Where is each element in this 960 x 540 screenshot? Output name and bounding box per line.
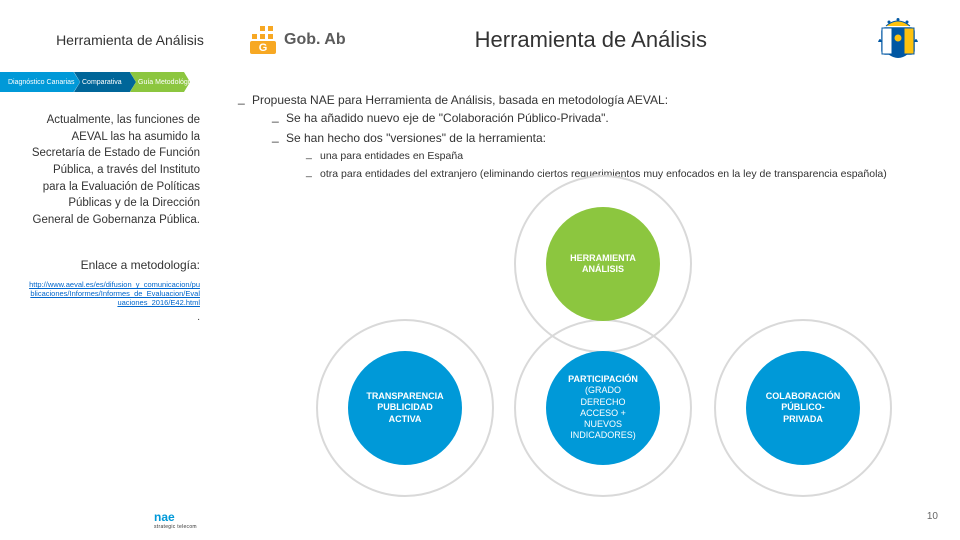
- nae-logo-sub: strategic telecom: [154, 524, 197, 530]
- sidebar-dot: .: [28, 311, 200, 326]
- tab-guia[interactable]: Guía Metodológica: [130, 72, 190, 92]
- bullet-1a: Se ha añadido nuevo eje de "Colaboración…: [272, 110, 930, 126]
- methodology-link[interactable]: http://www.aeval.es/es/difusion_y_comuni…: [28, 280, 200, 307]
- tab-label: Comparativa: [82, 79, 122, 86]
- circle-label: TRANSPARENCIA: [366, 391, 443, 402]
- tab-comparativa[interactable]: Comparativa: [74, 72, 136, 92]
- circle-label: ACCESO +: [580, 408, 626, 419]
- left-title: Herramienta de Análisis: [40, 32, 220, 48]
- main-content: Propuesta NAE para Herramienta de Anális…: [220, 92, 940, 475]
- breadcrumb-tabs: Diagnóstico Canarias Comparativa Guía Me…: [0, 72, 960, 92]
- body: Actualmente, las funciones de AEVAL las …: [0, 92, 960, 475]
- sidebar-link-heading: Enlace a metodología:: [28, 257, 200, 274]
- bullet-text: Se han hecho dos "versiones" de la herra…: [286, 131, 546, 145]
- tab-label: Guía Metodológica: [138, 79, 197, 86]
- circle-label: ANÁLISIS: [582, 264, 624, 275]
- circle-participacion: PARTICIPACIÓN (GRADO DERECHO ACCESO + NU…: [546, 351, 660, 465]
- sidebar-paragraph: Actualmente, las funciones de AEVAL las …: [28, 112, 200, 229]
- nae-logo: nae strategic telecom: [154, 510, 197, 530]
- circle-transparencia: TRANSPARENCIA PUBLICIDAD ACTIVA: [348, 351, 462, 465]
- circle-top: HERRAMIENTA ANÁLISIS: [546, 207, 660, 321]
- circle-label: HERRAMIENTA: [570, 253, 636, 264]
- circle-label: PRIVADA: [783, 414, 823, 425]
- circle-label: INDICADORES): [570, 430, 636, 441]
- center-title: Herramienta de Análisis: [306, 27, 876, 53]
- circle-label: PARTICIPACIÓN: [568, 374, 638, 385]
- circle-colaboracion: COLABORACIÓN PÚBLICO- PRIVADA: [746, 351, 860, 465]
- circle-label: PUBLICIDAD: [377, 402, 433, 413]
- circle-label: NUEVOS: [584, 419, 622, 430]
- bullet-1b1: una para entidades en España: [306, 149, 930, 163]
- nae-logo-text: nae: [154, 510, 175, 524]
- tab-diagnostico[interactable]: Diagnóstico Canarias: [0, 72, 80, 92]
- venn-diagram: HERRAMIENTA ANÁLISIS TRANSPARENCIA PUBLI…: [238, 185, 858, 475]
- canarias-crest-icon: [876, 18, 920, 62]
- bullet-1: Propuesta NAE para Herramienta de Anális…: [238, 92, 930, 181]
- svg-text:G: G: [259, 42, 268, 54]
- circle-label: DERECHO: [580, 397, 625, 408]
- circle-label: PÚBLICO-: [781, 402, 825, 413]
- circle-label: ACTIVA: [389, 414, 422, 425]
- bullet-1b: Se han hecho dos "versiones" de la herra…: [272, 130, 930, 181]
- circle-label: (GRADO: [585, 385, 621, 396]
- sidebar: Actualmente, las funciones de AEVAL las …: [0, 92, 220, 475]
- slide-header: Herramienta de Análisis G Gob. Ab Herram…: [0, 0, 960, 72]
- tab-label: Diagnóstico Canarias: [8, 79, 75, 86]
- page-number: 10: [927, 511, 938, 522]
- bullet-text: Propuesta NAE para Herramienta de Anális…: [252, 93, 668, 107]
- circle-label: COLABORACIÓN: [766, 391, 841, 402]
- gob-ab-icon: G: [250, 26, 278, 54]
- bullet-list: Propuesta NAE para Herramienta de Anális…: [238, 92, 930, 181]
